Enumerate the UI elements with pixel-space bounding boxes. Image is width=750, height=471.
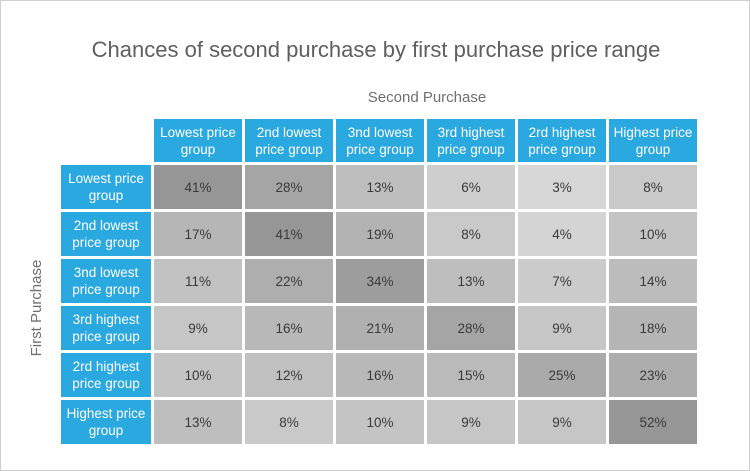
heatmap-cell: 25% — [518, 353, 606, 397]
column-header: Lowest price group — [154, 119, 242, 162]
heatmap-cell: 41% — [245, 212, 333, 256]
heatmap-cell: 15% — [427, 353, 515, 397]
heatmap-cell: 12% — [245, 353, 333, 397]
column-header: 3nd lowest price group — [336, 119, 424, 162]
heatmap-cell: 6% — [427, 165, 515, 209]
row-header: 2rd highest price group — [61, 353, 151, 397]
heatmap-cell: 16% — [336, 353, 424, 397]
heatmap-cell: 8% — [609, 165, 697, 209]
heatmap-cell: 13% — [154, 400, 242, 444]
row-header: Highest price group — [61, 400, 151, 444]
heatmap-cell: 22% — [245, 259, 333, 303]
heatmap-cell: 3% — [518, 165, 606, 209]
heatmap-cell: 34% — [336, 259, 424, 303]
y-axis-title: First Purchase — [28, 259, 45, 357]
heatmap-cell: 21% — [336, 306, 424, 350]
heatmap-cell: 28% — [427, 306, 515, 350]
heatmap-cell: 23% — [609, 353, 697, 397]
heatmap-cell: 10% — [154, 353, 242, 397]
row-header: 2nd lowest price group — [61, 212, 151, 256]
grid-corner — [61, 119, 151, 162]
heatmap-grid: Lowest price group 2nd lowest price group… — [61, 119, 697, 444]
heatmap-cell: 14% — [609, 259, 697, 303]
heatmap-cell: 7% — [518, 259, 606, 303]
heatmap-cell: 4% — [518, 212, 606, 256]
row-header: 3nd lowest price group — [61, 259, 151, 303]
heatmap-cell: 11% — [154, 259, 242, 303]
row-header: Lowest price group — [61, 165, 151, 209]
column-header: 2nd lowest price group — [245, 119, 333, 162]
x-axis-title: Second Purchase — [367, 89, 487, 106]
heatmap-cell: 18% — [609, 306, 697, 350]
row-header: 3rd highest price group — [61, 306, 151, 350]
heatmap-cell: 9% — [154, 306, 242, 350]
chart-title: Chances of second purchase by first purc… — [91, 37, 661, 62]
heatmap-cell: 10% — [609, 212, 697, 256]
heatmap-cell: 13% — [427, 259, 515, 303]
column-header: 3rd highest price group — [427, 119, 515, 162]
heatmap-cell: 9% — [427, 400, 515, 444]
heatmap-cell: 16% — [245, 306, 333, 350]
heatmap-cell: 13% — [336, 165, 424, 209]
heatmap-cell: 8% — [427, 212, 515, 256]
heatmap-cell: 41% — [154, 165, 242, 209]
heatmap-cell: 9% — [518, 306, 606, 350]
heatmap-cell: 17% — [154, 212, 242, 256]
column-header: Highest price group — [609, 119, 697, 162]
heatmap-cell: 28% — [245, 165, 333, 209]
heatmap-cell: 9% — [518, 400, 606, 444]
heatmap-cell: 19% — [336, 212, 424, 256]
heatmap-cell: 10% — [336, 400, 424, 444]
heatmap-cell: 8% — [245, 400, 333, 444]
column-header: 2rd highest price group — [518, 119, 606, 162]
heatmap-cell: 52% — [609, 400, 697, 444]
